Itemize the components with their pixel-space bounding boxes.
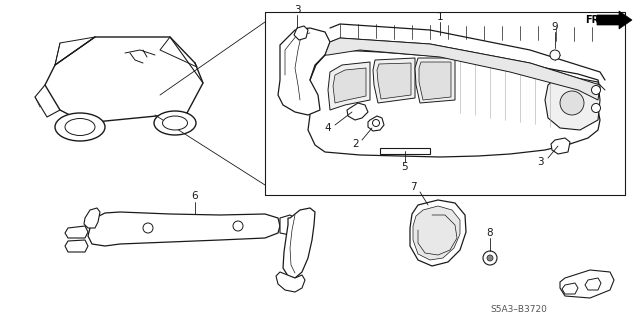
Ellipse shape — [55, 113, 105, 141]
Polygon shape — [278, 28, 330, 115]
Text: 7: 7 — [410, 182, 416, 192]
Polygon shape — [377, 63, 411, 99]
Text: 8: 8 — [486, 228, 493, 238]
Polygon shape — [65, 226, 88, 238]
Polygon shape — [419, 62, 451, 100]
Polygon shape — [88, 212, 280, 246]
Text: 4: 4 — [324, 123, 332, 133]
Polygon shape — [325, 38, 600, 100]
Circle shape — [372, 120, 380, 127]
Polygon shape — [585, 278, 601, 290]
Polygon shape — [333, 68, 366, 103]
Polygon shape — [597, 11, 632, 29]
Text: 6: 6 — [192, 191, 198, 201]
Polygon shape — [283, 208, 315, 278]
Text: FR.: FR. — [585, 15, 603, 25]
Text: 1: 1 — [436, 12, 444, 22]
Polygon shape — [347, 103, 368, 120]
Polygon shape — [562, 283, 578, 294]
Ellipse shape — [154, 111, 196, 135]
Polygon shape — [294, 26, 308, 40]
Ellipse shape — [65, 118, 95, 136]
Circle shape — [591, 103, 600, 113]
Text: 5: 5 — [402, 162, 408, 172]
Polygon shape — [276, 272, 305, 292]
Text: S5A3–B3720: S5A3–B3720 — [490, 305, 547, 314]
Polygon shape — [368, 116, 384, 131]
Text: 3: 3 — [294, 5, 300, 15]
Polygon shape — [410, 200, 466, 266]
Polygon shape — [328, 62, 370, 110]
Polygon shape — [551, 138, 570, 154]
Circle shape — [591, 85, 600, 94]
Polygon shape — [415, 58, 455, 103]
Polygon shape — [65, 240, 88, 252]
Circle shape — [550, 50, 560, 60]
Polygon shape — [84, 208, 100, 228]
Polygon shape — [280, 215, 296, 235]
Polygon shape — [380, 148, 430, 154]
Circle shape — [487, 255, 493, 261]
Ellipse shape — [163, 116, 188, 130]
Text: 2: 2 — [353, 139, 359, 149]
Polygon shape — [560, 270, 614, 298]
Circle shape — [483, 251, 497, 265]
Circle shape — [560, 91, 584, 115]
Text: 3: 3 — [537, 157, 543, 167]
Polygon shape — [413, 206, 460, 260]
Text: 9: 9 — [552, 22, 558, 32]
Polygon shape — [373, 58, 415, 103]
Polygon shape — [545, 75, 600, 130]
Circle shape — [143, 223, 153, 233]
Circle shape — [233, 221, 243, 231]
